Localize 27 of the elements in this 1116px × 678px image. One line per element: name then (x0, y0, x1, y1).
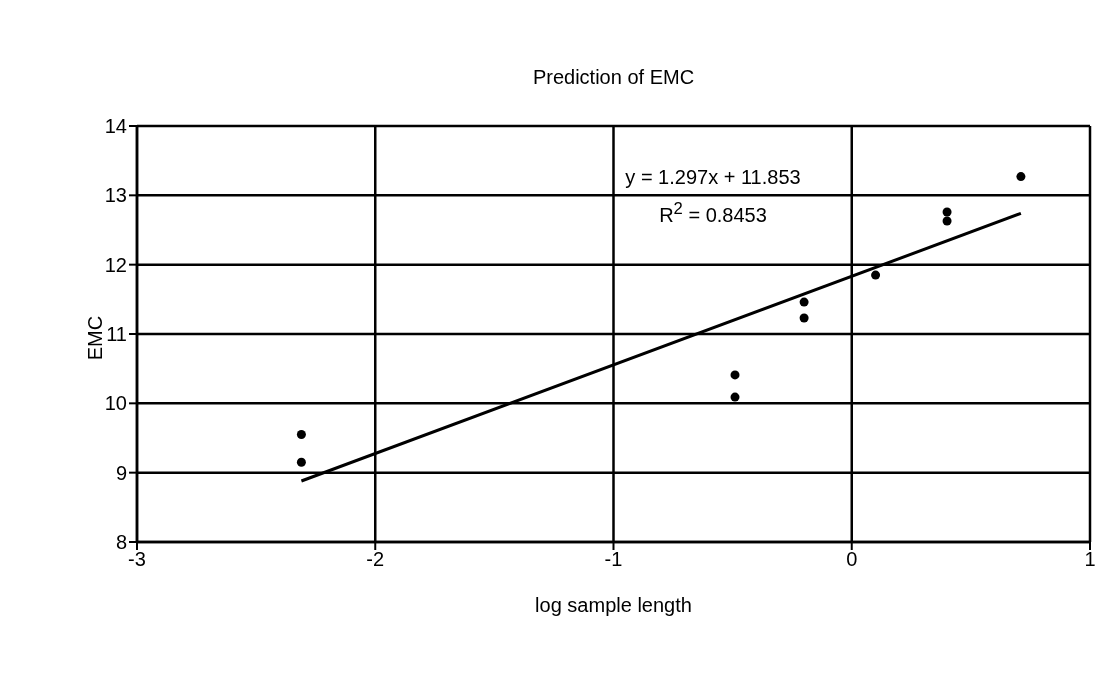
annotation: R$^{2}$ = 0.8453 (658, 199, 768, 227)
point (871, 270, 881, 280)
x-tick-label: -3 (128, 548, 146, 571)
y-tick-label: 9 (115, 461, 127, 484)
point (942, 216, 952, 226)
y-tick-label: 10 (104, 392, 127, 415)
x-tick-label: 0 (846, 548, 858, 571)
y-tick-label: 12 (104, 253, 127, 276)
y-tick-label: 14 (104, 115, 127, 138)
point (942, 207, 952, 217)
y-tick-label: 13 (104, 184, 127, 207)
y-axis-title: EMC (83, 315, 107, 361)
y-tick-label: 8 (115, 531, 127, 554)
point (799, 313, 809, 323)
x-tick-label: -2 (366, 548, 385, 571)
x-axis-title: log sample length (534, 594, 693, 617)
point (799, 297, 809, 307)
chart-title: Prediction of EMC (531, 66, 696, 89)
x-tick-label: 1 (1084, 548, 1096, 571)
y-tick-label: 11 (106, 323, 127, 346)
point (296, 430, 306, 440)
point (296, 457, 306, 467)
point (730, 370, 740, 380)
point (1016, 172, 1026, 182)
annotation: y = 1.297x + 11.853 (598, 166, 828, 189)
point (730, 392, 740, 402)
x-tick-label: -1 (604, 548, 623, 571)
